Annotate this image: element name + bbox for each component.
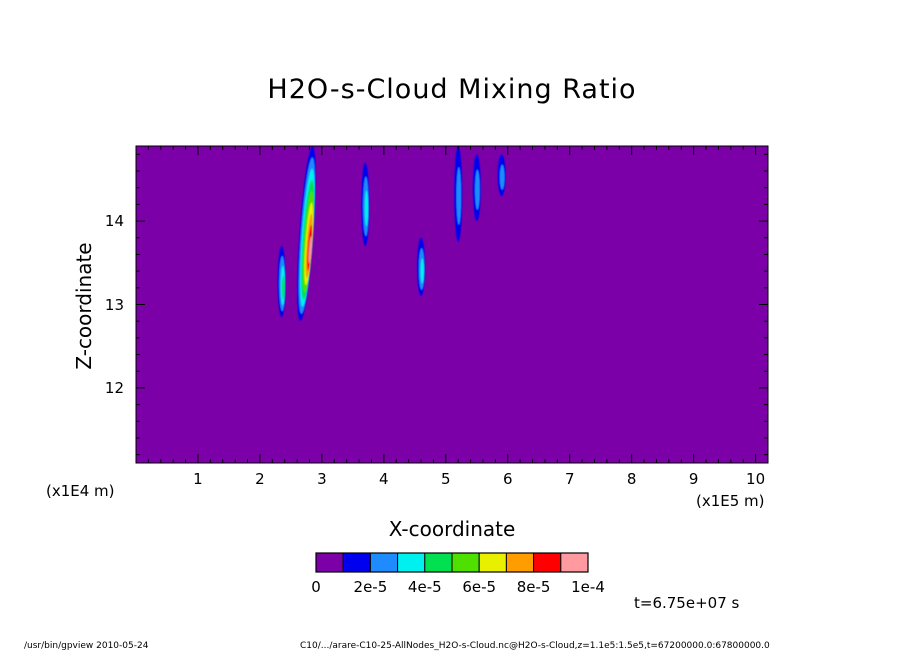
x-tick-label: 1 [193, 470, 203, 488]
cloud-feature-2-level-9 [308, 236, 312, 264]
x-tick-label: 2 [255, 470, 265, 488]
cloud-feature-7-level-2 [499, 164, 505, 190]
cloud-feature-4-level-3 [420, 258, 424, 284]
x-tick-label: 7 [564, 470, 575, 488]
x-tick-label: 10 [746, 470, 766, 488]
x-tick-label: 8 [626, 470, 637, 488]
colorbar-frame [315, 552, 589, 573]
x-tick-label: 5 [441, 470, 451, 488]
axes [136, 146, 769, 463]
colorbar-swatch [369, 552, 399, 573]
colorbar-swatch [478, 552, 507, 573]
colorbar-swatch [397, 552, 426, 573]
colorbar-tick-label: 6e-5 [462, 578, 497, 596]
x-tick-label: 3 [317, 470, 327, 488]
cloud-feature-5-level-2 [456, 167, 462, 225]
colorbar-swatch [533, 552, 562, 573]
colorbar-swatch [315, 552, 344, 573]
chart-title: H2O-s-Cloud Mixing Ratio [267, 74, 637, 105]
colorbar-swatch [560, 552, 589, 573]
cloud-feature-3-level-3 [364, 190, 369, 227]
cloud-feature-1-level-4 [282, 275, 285, 300]
y-axis-unit-label: (x1E4 m) [46, 482, 115, 500]
colorbar [315, 552, 589, 573]
footer-program-info: /usr/bin/gpview 2010-05-24 [24, 641, 149, 651]
y-tick-label: 13 [104, 295, 124, 314]
colorbar-tick-label: 1e-4 [571, 578, 605, 596]
x-axis-label: X-coordinate [388, 517, 516, 541]
x-tick-label: 9 [688, 470, 699, 488]
y-tick-label: 14 [104, 212, 124, 231]
colorbar-tick-label: 4e-5 [407, 578, 442, 596]
colorbar-tick-label: 2e-5 [353, 578, 388, 596]
colorbar-swatch [342, 552, 371, 573]
x-axis-unit-label: (x1E5 m) [696, 492, 765, 510]
colorbar-tick-label: 0 [311, 578, 321, 596]
footer-data-source: C10/.../arare-C10-25-AllNodes_H2O-s-Clou… [300, 641, 770, 651]
colorbar-swatch [505, 552, 535, 573]
time-label: t=6.75e+07 s [634, 594, 740, 612]
x-tick-label: 6 [502, 470, 513, 488]
cloud-feature-6-level-2 [474, 169, 480, 210]
x-tick-label: 4 [379, 470, 389, 488]
colorbar-tick-label: 8e-5 [516, 578, 551, 596]
plot-background [136, 146, 768, 463]
y-tick-label: 12 [104, 378, 124, 397]
colorbar-swatch [451, 552, 480, 573]
cloud-features [277, 146, 506, 321]
colorbar-swatch [424, 552, 453, 573]
